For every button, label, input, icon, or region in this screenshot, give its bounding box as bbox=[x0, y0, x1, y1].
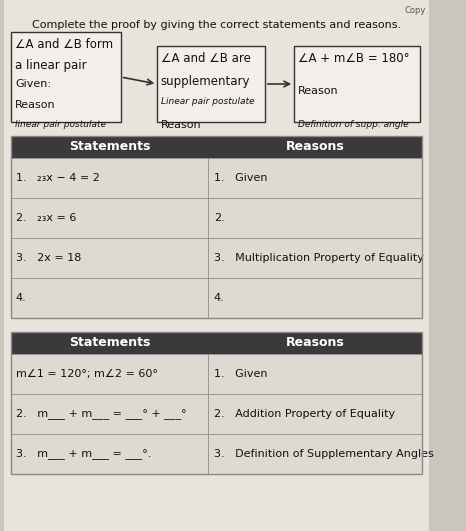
FancyBboxPatch shape bbox=[208, 238, 422, 278]
Text: ∠A and ∠B are: ∠A and ∠B are bbox=[161, 52, 251, 65]
FancyBboxPatch shape bbox=[11, 434, 208, 474]
Text: Copy: Copy bbox=[404, 6, 425, 15]
Text: 3.   Multiplication Property of Equality: 3. Multiplication Property of Equality bbox=[214, 253, 424, 263]
Text: 3.   2x = 18: 3. 2x = 18 bbox=[16, 253, 81, 263]
Text: 4.: 4. bbox=[214, 293, 225, 303]
Text: Reasons: Reasons bbox=[286, 337, 344, 349]
FancyBboxPatch shape bbox=[208, 158, 422, 198]
Text: 2.: 2. bbox=[214, 213, 225, 223]
FancyBboxPatch shape bbox=[208, 394, 422, 434]
Text: 3.   Definition of Supplementary Angles: 3. Definition of Supplementary Angles bbox=[214, 449, 433, 459]
FancyBboxPatch shape bbox=[11, 278, 208, 318]
Text: Definition of supp. angle: Definition of supp. angle bbox=[298, 120, 408, 129]
FancyBboxPatch shape bbox=[11, 394, 208, 434]
Text: ∠A + m∠B = 180°: ∠A + m∠B = 180° bbox=[298, 52, 409, 65]
Text: ∠A and ∠B form: ∠A and ∠B form bbox=[15, 38, 113, 51]
FancyBboxPatch shape bbox=[11, 354, 208, 394]
Text: Reason: Reason bbox=[298, 86, 338, 96]
Text: Statements: Statements bbox=[69, 141, 151, 153]
Text: Linear pair postulate: Linear pair postulate bbox=[161, 97, 254, 106]
FancyBboxPatch shape bbox=[208, 354, 422, 394]
FancyBboxPatch shape bbox=[4, 0, 429, 531]
Text: m∠1 = 120°; m∠2 = 60°: m∠1 = 120°; m∠2 = 60° bbox=[16, 369, 158, 379]
FancyBboxPatch shape bbox=[11, 32, 121, 122]
FancyBboxPatch shape bbox=[11, 332, 422, 354]
Text: Given:: Given: bbox=[15, 79, 51, 89]
Text: a linear pair: a linear pair bbox=[15, 58, 87, 72]
Text: 1.   Given: 1. Given bbox=[214, 369, 267, 379]
Text: 1.   ₂₃x − 4 = 2: 1. ₂₃x − 4 = 2 bbox=[16, 173, 100, 183]
FancyBboxPatch shape bbox=[11, 198, 208, 238]
Text: 4.: 4. bbox=[16, 293, 27, 303]
FancyBboxPatch shape bbox=[208, 434, 422, 474]
FancyBboxPatch shape bbox=[208, 278, 422, 318]
Text: 1.   Given: 1. Given bbox=[214, 173, 267, 183]
Text: Reason: Reason bbox=[15, 99, 55, 109]
Text: Reason: Reason bbox=[161, 120, 201, 130]
Text: 3.   m___ + m___ = ___°.: 3. m___ + m___ = ___°. bbox=[16, 449, 151, 459]
FancyBboxPatch shape bbox=[11, 136, 422, 158]
FancyBboxPatch shape bbox=[294, 46, 420, 122]
Text: supplementary: supplementary bbox=[161, 75, 250, 88]
FancyBboxPatch shape bbox=[157, 46, 265, 122]
Text: 2.   ₂₃x = 6: 2. ₂₃x = 6 bbox=[16, 213, 76, 223]
Text: 2.   Addition Property of Equality: 2. Addition Property of Equality bbox=[214, 409, 395, 419]
Text: linear pair postulate: linear pair postulate bbox=[15, 120, 106, 129]
FancyBboxPatch shape bbox=[11, 158, 208, 198]
Text: Complete the proof by giving the correct statements and reasons.: Complete the proof by giving the correct… bbox=[32, 20, 401, 30]
FancyBboxPatch shape bbox=[208, 198, 422, 238]
Text: Statements: Statements bbox=[69, 337, 151, 349]
Text: Reasons: Reasons bbox=[286, 141, 344, 153]
FancyBboxPatch shape bbox=[11, 238, 208, 278]
Text: 2.   m___ + m___ = ___° + ___°: 2. m___ + m___ = ___° + ___° bbox=[16, 408, 186, 419]
